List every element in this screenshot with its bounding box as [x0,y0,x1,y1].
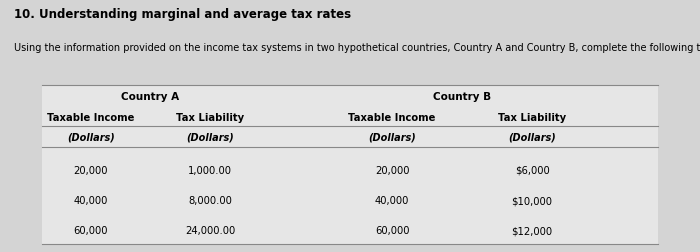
Text: Country A: Country A [121,92,180,102]
Text: (Dollars): (Dollars) [368,132,416,142]
Text: 20,000: 20,000 [374,165,409,175]
Text: 20,000: 20,000 [74,165,108,175]
Text: (Dollars): (Dollars) [67,132,115,142]
Text: Tax Liability: Tax Liability [498,112,566,122]
Text: $6,000: $6,000 [514,165,550,175]
Text: 40,000: 40,000 [74,195,108,205]
Text: 60,000: 60,000 [374,226,409,236]
Text: $12,000: $12,000 [512,226,552,236]
Text: 1,000.00: 1,000.00 [188,165,232,175]
Text: 24,000.00: 24,000.00 [185,226,235,236]
Text: Tax Liability: Tax Liability [176,112,244,122]
Text: Taxable Income: Taxable Income [48,112,134,122]
Text: (Dollars): (Dollars) [508,132,556,142]
Text: Country B: Country B [433,92,491,102]
Text: (Dollars): (Dollars) [186,132,234,142]
Text: 8,000.00: 8,000.00 [188,195,232,205]
Text: Using the information provided on the income tax systems in two hypothetical cou: Using the information provided on the in… [14,43,700,53]
Text: $10,000: $10,000 [512,195,552,205]
Text: 10. Understanding marginal and average tax rates: 10. Understanding marginal and average t… [14,8,351,20]
Text: 40,000: 40,000 [374,195,409,205]
FancyBboxPatch shape [42,86,658,244]
Text: Taxable Income: Taxable Income [349,112,435,122]
Text: 60,000: 60,000 [74,226,108,236]
